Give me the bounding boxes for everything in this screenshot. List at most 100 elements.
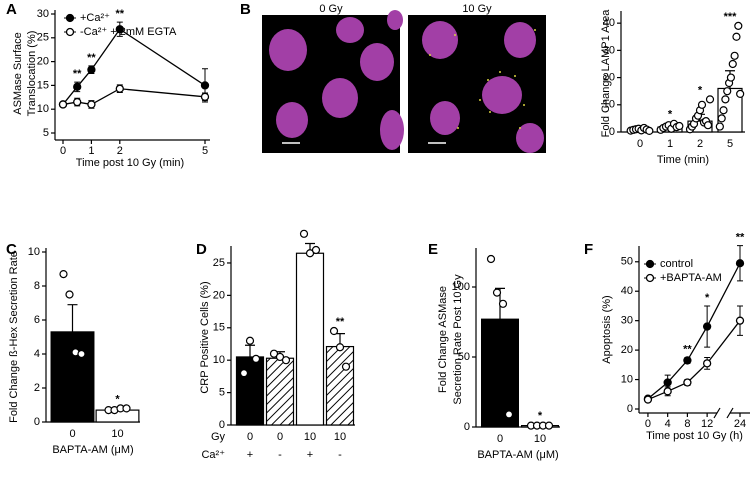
data-point bbox=[697, 100, 707, 109]
y-tick-label: 100 bbox=[452, 281, 470, 293]
x-tick-label: - bbox=[338, 449, 342, 461]
x-tick-label: 10 bbox=[334, 431, 346, 443]
x-tick-label: 0 bbox=[69, 428, 75, 440]
data-point bbox=[239, 369, 249, 378]
y-tick-label: 20 bbox=[213, 289, 225, 301]
x-tick-label: 0 bbox=[637, 138, 643, 150]
panel-letter: B bbox=[240, 1, 251, 18]
x-tick-label: 10 bbox=[111, 428, 123, 440]
x-tick-label: 12 bbox=[701, 418, 713, 430]
annotation: * bbox=[115, 393, 120, 405]
data-point bbox=[675, 121, 684, 131]
legend-label: +Ca²⁺ bbox=[80, 12, 110, 24]
x-tick-label: 4 bbox=[665, 418, 671, 430]
x-axis-label: Time (min) bbox=[657, 154, 709, 166]
panel-letter: D bbox=[196, 241, 207, 258]
panel-letter: A bbox=[6, 1, 17, 18]
legend-label: -Ca²⁺ + 2mM EGTA bbox=[80, 26, 177, 38]
x-tick-label: 0 bbox=[247, 431, 253, 443]
x-tick-label: 1 bbox=[88, 145, 94, 157]
y-tick-label: 10 bbox=[213, 354, 225, 366]
series-line bbox=[62, 28, 206, 105]
y-tick-label: 30 bbox=[603, 44, 615, 56]
marker bbox=[683, 356, 692, 365]
legend-label: +BAPTA-AM bbox=[660, 272, 722, 284]
marker bbox=[702, 359, 712, 368]
x-tick-label: 2 bbox=[697, 138, 703, 150]
data-point bbox=[122, 404, 131, 413]
x-tick-label: 0 bbox=[497, 433, 503, 445]
y-axis-label: Fold Change LAMP1 Area bbox=[600, 9, 612, 138]
y-tick-label: 2 bbox=[34, 382, 40, 394]
series-line bbox=[62, 88, 206, 106]
micrograph bbox=[408, 15, 546, 153]
x-axis-label: Time post 10 Gy (h) bbox=[646, 430, 743, 442]
annotation: ** bbox=[73, 68, 82, 80]
x-tick-label: 2 bbox=[117, 145, 123, 157]
y-tick-label: 30 bbox=[37, 8, 49, 20]
y-tick-label: 50 bbox=[621, 256, 633, 268]
y-tick-label: 10 bbox=[621, 373, 633, 385]
marker bbox=[87, 65, 96, 74]
y-axis-label: Secretion Rate Post 10 Gy bbox=[452, 274, 464, 405]
y-tick-label: 25 bbox=[213, 257, 225, 269]
legend-marker bbox=[645, 259, 655, 269]
legend-marker bbox=[65, 13, 75, 23]
category-row-label: Ca²⁺ bbox=[201, 449, 225, 461]
marker bbox=[200, 81, 210, 90]
marker bbox=[663, 378, 672, 387]
data-point bbox=[492, 288, 502, 297]
marker bbox=[735, 316, 745, 325]
y-axis-label: Fold Change ASMase bbox=[437, 286, 449, 393]
legend-label: control bbox=[660, 258, 693, 270]
annotation: * bbox=[538, 410, 543, 422]
x-axis-label: BAPTA-AM (μM) bbox=[52, 444, 133, 456]
y-tick-label: 15 bbox=[213, 322, 225, 334]
data-point bbox=[299, 229, 309, 238]
x-tick-label: + bbox=[307, 449, 313, 461]
x-axis-label: Time post 10 Gy (min) bbox=[76, 157, 184, 169]
x-tick-label: 0 bbox=[60, 145, 66, 157]
y-tick-label: 5 bbox=[219, 386, 225, 398]
y-tick-label: 10 bbox=[37, 103, 49, 115]
y-tick-label: 0 bbox=[219, 419, 225, 431]
marker bbox=[115, 84, 124, 93]
data-point bbox=[703, 121, 713, 130]
annotation: *** bbox=[724, 11, 738, 23]
data-point bbox=[486, 254, 496, 264]
bar bbox=[295, 252, 325, 426]
marker bbox=[683, 378, 692, 387]
data-point bbox=[705, 95, 715, 104]
data-point bbox=[341, 362, 351, 371]
data-point bbox=[730, 51, 739, 60]
data-point bbox=[736, 89, 745, 99]
y-tick-label: 5 bbox=[43, 127, 49, 139]
data-point bbox=[715, 122, 724, 131]
data-point bbox=[335, 343, 345, 352]
data-point bbox=[728, 59, 737, 69]
data-point bbox=[723, 87, 732, 96]
marker bbox=[115, 25, 124, 34]
legend-marker bbox=[645, 273, 655, 283]
y-tick-label: 0 bbox=[627, 403, 633, 415]
y-tick-label: 40 bbox=[603, 17, 615, 29]
marker bbox=[702, 322, 712, 331]
data-point bbox=[732, 32, 741, 41]
y-axis-label: Fold Change ß-Hex Secretion Rate bbox=[8, 251, 20, 423]
data-point bbox=[504, 410, 514, 419]
y-axis-label: Translocation (%) bbox=[26, 31, 38, 117]
data-point bbox=[721, 95, 730, 104]
y-tick-label: 10 bbox=[28, 246, 40, 258]
y-tick-label: 0 bbox=[34, 416, 40, 428]
marker bbox=[87, 100, 96, 109]
data-point bbox=[59, 270, 68, 279]
micrograph-label: 0 Gy bbox=[319, 3, 343, 15]
axis-break bbox=[726, 407, 734, 419]
bar bbox=[481, 318, 520, 428]
bar bbox=[50, 331, 95, 423]
marker bbox=[663, 387, 672, 396]
panel-letter: E bbox=[428, 241, 438, 258]
annotation: ** bbox=[736, 231, 745, 243]
error-bar bbox=[245, 344, 255, 357]
